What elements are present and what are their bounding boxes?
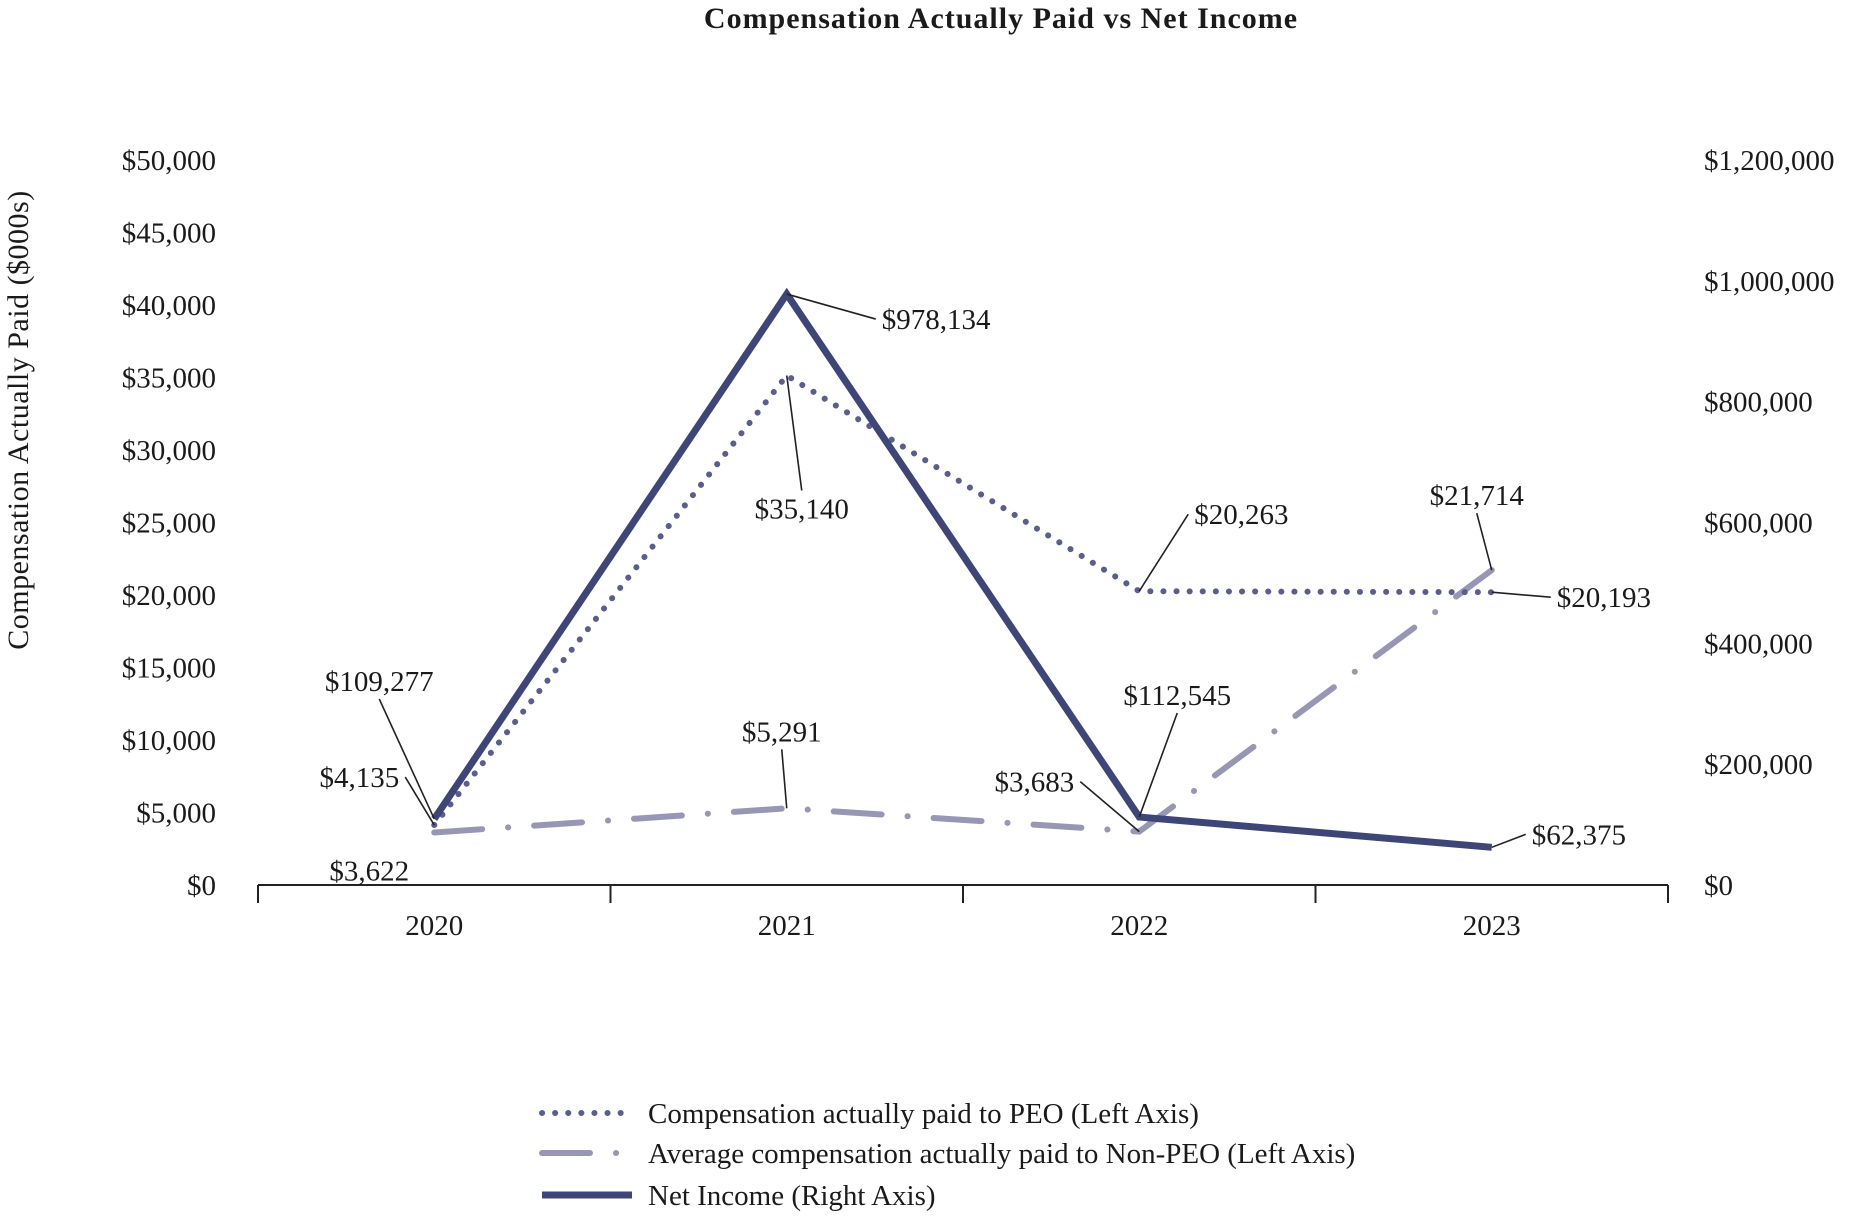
left-axis-title: Compensation Actually Paid ($000s)	[2, 190, 35, 649]
data-label-leader	[1138, 712, 1179, 818]
right-tick-label: $800,000	[1704, 387, 1813, 419]
left-tick-label: $30,000	[122, 435, 216, 467]
legend-label: Net Income (Right Axis)	[648, 1180, 936, 1212]
right-tick-label: $0	[1704, 870, 1733, 902]
left-tick-label: $20,000	[122, 580, 216, 612]
left-tick-label: $50,000	[122, 145, 216, 177]
left-tick-label: $45,000	[122, 218, 216, 250]
right-tick-label: $1,200,000	[1704, 145, 1835, 177]
x-axis: 2020 2021 2022 2023	[257, 884, 1669, 942]
series-line	[431, 371, 1495, 829]
data-label: $978,134	[882, 304, 991, 336]
data-label: $109,277	[325, 666, 434, 698]
left-tick-label: $40,000	[122, 290, 216, 322]
left-axis-ticks: $0 $5,000 $10,000 $15,000 $20,000 $25,000 $30,…	[122, 145, 216, 902]
data-label: $5,291	[742, 716, 822, 748]
data-label-leader	[1491, 591, 1551, 598]
data-label: $3,622	[329, 855, 409, 887]
data-label-leader	[786, 293, 876, 320]
right-tick-label: $600,000	[1704, 508, 1813, 540]
left-tick-label: $0	[187, 870, 216, 902]
right-tick-label: $1,000,000	[1704, 266, 1835, 298]
series-line	[431, 287, 1493, 851]
data-label: $20,263	[1194, 499, 1288, 531]
x-tick-label: 2023	[1463, 910, 1521, 942]
x-tick-label: 2020	[405, 910, 463, 942]
data-label-leader	[378, 698, 435, 820]
data-label: $21,714	[1430, 480, 1525, 512]
right-tick-label: $200,000	[1704, 749, 1813, 781]
legend-label: Compensation actually paid to PEO (Left …	[648, 1098, 1199, 1130]
data-label-leader	[785, 375, 803, 491]
x-tick-label: 2022	[1110, 910, 1168, 942]
right-tick-label: $400,000	[1704, 628, 1813, 660]
data-label-leader	[1079, 780, 1140, 833]
left-tick-label: $15,000	[122, 653, 216, 685]
data-label: $20,193	[1557, 582, 1651, 614]
data-label-leader	[1491, 833, 1527, 849]
legend: Compensation actually paid to PEO (Left …	[539, 1098, 1355, 1212]
data-label: $3,683	[995, 767, 1075, 799]
chart-title: Compensation Actually Paid vs Net Income	[704, 2, 1298, 35]
legend-label: Average compensation actually paid to No…	[648, 1138, 1355, 1170]
data-label-leader	[1138, 513, 1189, 592]
x-tick-label: 2021	[758, 910, 816, 942]
series-layer	[431, 287, 1495, 851]
left-tick-label: $5,000	[136, 798, 216, 830]
left-tick-label: $25,000	[122, 508, 216, 540]
data-label: $62,375	[1532, 819, 1626, 851]
data-label-leader	[1475, 512, 1493, 571]
right-axis-ticks: $0 $200,000 $400,000 $600,000 $800,000 $1,000…	[1704, 145, 1835, 902]
data-label-leader	[404, 776, 435, 826]
data-label: $112,545	[1123, 680, 1231, 712]
data-labels: $4,135 $35,140 $20,263 $20,193 $3,622 $5,291 $…	[320, 304, 1652, 887]
data-label-leaders	[378, 293, 1551, 849]
data-label: $35,140	[755, 493, 849, 525]
left-tick-label: $10,000	[122, 725, 216, 757]
data-label-leader	[780, 749, 788, 809]
data-label: $4,135	[320, 762, 400, 794]
left-tick-label: $35,000	[122, 363, 216, 395]
series-line	[431, 567, 1495, 836]
